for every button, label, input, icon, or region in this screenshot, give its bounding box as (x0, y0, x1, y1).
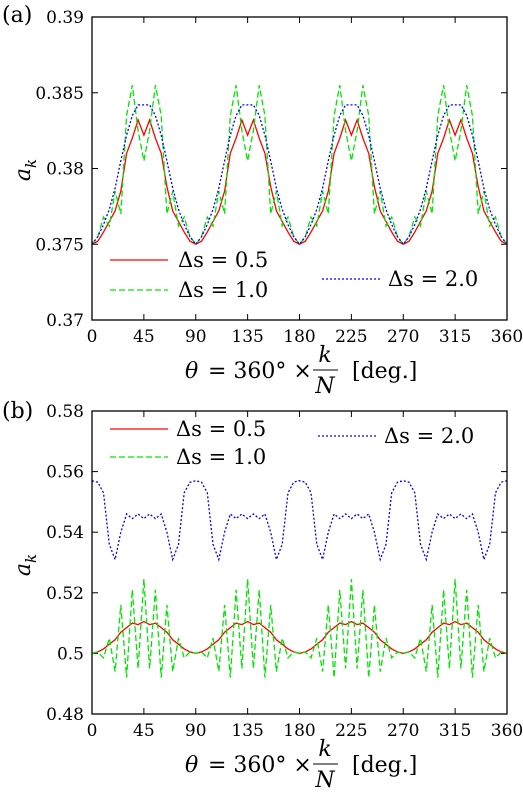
x-tick-label: 180 (283, 327, 315, 347)
legend-b-label-ds05: Δs = 0.5 (176, 417, 266, 441)
x-tick-label: 45 (133, 327, 155, 347)
panel-a-xlabel: θ = 360° × k N [deg.] (185, 343, 417, 399)
panel-a-ylabel: ak (11, 159, 40, 181)
panel-a-xlabel-N: N (314, 374, 335, 399)
x-tick-label: 180 (283, 721, 315, 741)
legend-a-label-ds05: Δs = 0.5 (178, 248, 268, 272)
x-tick-label: 90 (185, 327, 207, 347)
y-tick-label: 0.37 (46, 311, 84, 331)
x-tick-label: 270 (387, 327, 419, 347)
y-tick-label: 0.375 (35, 235, 84, 255)
series-line-ds10 (91, 579, 508, 678)
panel-b-xlabel-eq: = 360° × (201, 753, 319, 778)
series-line-ds05 (91, 620, 508, 655)
x-tick-label: 315 (439, 327, 471, 347)
panel-b-frame (91, 410, 508, 715)
panel-a-xlabel-k: k (318, 343, 331, 368)
panel-a-frame (91, 16, 508, 321)
x-tick-label: 315 (439, 721, 471, 741)
panel-a-xlabel-theta: θ (185, 359, 198, 384)
legend-b-label-ds20: Δs = 2.0 (384, 424, 474, 448)
x-tick-label: 135 (231, 327, 263, 347)
panel-a-xlabel-eq: = 360° × (201, 359, 319, 384)
series-line-ds20 (91, 480, 508, 562)
panel-b-ylabel: ak (11, 554, 40, 576)
series-line-ds10 (91, 85, 508, 246)
x-tick-label: 270 (387, 721, 419, 741)
panel-a-label: (a) (2, 3, 32, 28)
y-tick-label: 0.5 (57, 644, 84, 664)
panel-a-series (91, 85, 508, 246)
x-tick-label: 360 (491, 721, 523, 741)
legend-a-label-ds10: Δs = 1.0 (178, 278, 268, 302)
y-tick-label: 0.39 (46, 8, 84, 28)
panel-a-axes: 0 45 90 135 180 225 270 315 360 0.37 0.375 0.38 0.38… (35, 8, 523, 347)
panel-b-series (91, 480, 508, 678)
x-tick-label: 0 (87, 721, 98, 741)
x-tick-label: 225 (335, 327, 367, 347)
y-tick-label: 0.56 (46, 463, 84, 483)
x-tick-label: 135 (231, 721, 263, 741)
legend-a-label-ds20: Δs = 2.0 (388, 267, 478, 291)
panel-a-legend: Δs = 0.5 Δs = 1.0 Δs = 2.0 (110, 248, 478, 302)
panel-a: (a) ak 0 45 90 135 180 225 270 315 3600.370.3750… (2, 3, 523, 399)
x-tick-label: 90 (185, 721, 207, 741)
y-tick-label: 0.54 (46, 523, 84, 543)
x-tick-label: 45 (133, 721, 155, 741)
y-tick-label: 0.385 (35, 84, 84, 104)
panel-b-xlabel-theta: θ (185, 753, 198, 778)
panel-b-legend: Δs = 0.5 Δs = 1.0 Δs = 2.0 (110, 417, 474, 469)
series-line-ds05 (91, 118, 508, 246)
y-tick-label: 0.48 (46, 705, 84, 725)
panel-b-xlabel-N: N (314, 768, 335, 792)
x-tick-label: 0 (87, 327, 98, 347)
panel-a-xlabel-unit: [deg.] (352, 359, 417, 384)
panel-b-xlabel-unit: [deg.] (352, 753, 417, 778)
x-tick-label: 360 (491, 327, 523, 347)
y-tick-label: 0.58 (46, 402, 84, 422)
y-tick-label: 0.52 (46, 584, 84, 604)
panel-b: (b) ak 0 45 90 135 180 225 270 315 360 0.48 0.5 0.5… (2, 399, 523, 792)
panel-b-xlabel-k: k (318, 737, 331, 762)
panel-b-label: (b) (2, 399, 33, 424)
y-tick-label: 0.38 (46, 160, 84, 180)
panel-b-axes: 0 45 90 135 180 225 270 315 360 0.48 0.5 0.52 0.54 0.… (46, 402, 523, 741)
x-tick-label: 225 (335, 721, 367, 741)
legend-b-label-ds10: Δs = 1.0 (176, 445, 266, 469)
series-line-ds20 (91, 104, 508, 246)
panel-b-xlabel: θ = 360° × k N [deg.] (185, 737, 417, 792)
